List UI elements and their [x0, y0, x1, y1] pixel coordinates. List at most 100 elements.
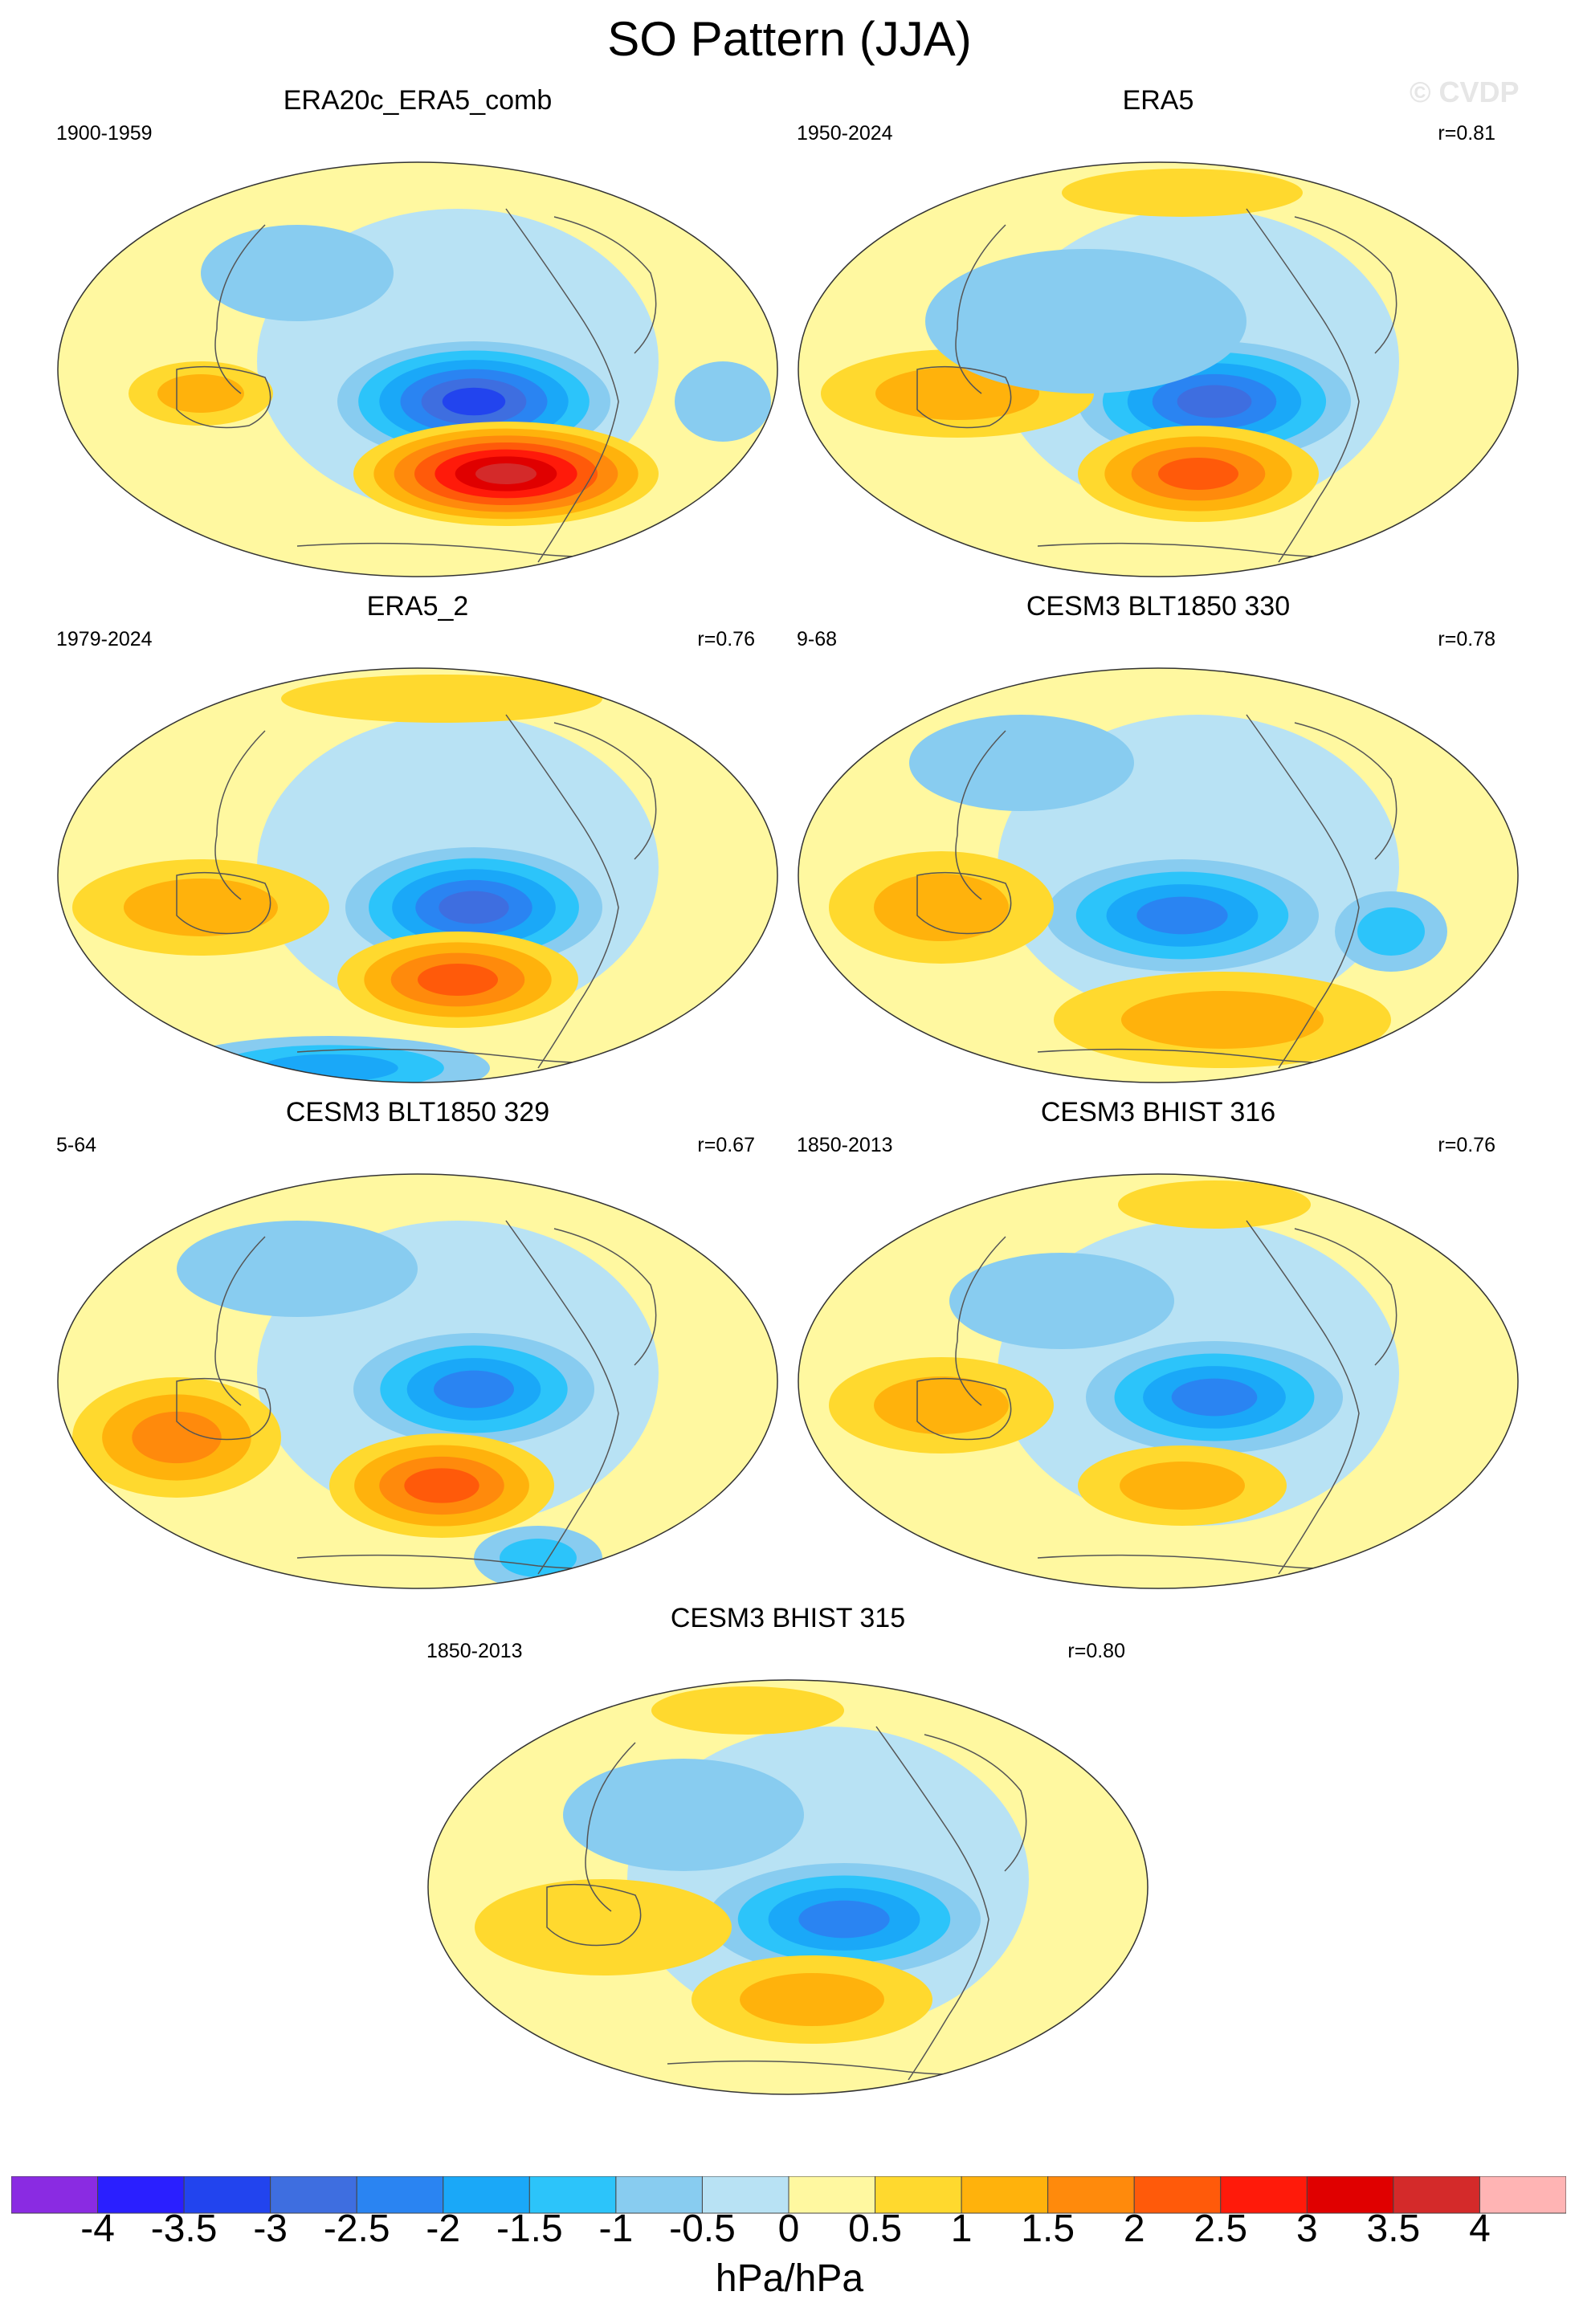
positive-anomaly-contour	[1118, 1180, 1311, 1229]
positive-anomaly-contour	[281, 675, 602, 723]
globe-outline	[57, 667, 778, 1083]
colorbar-swatch	[961, 2176, 1049, 2214]
panel-period: 1950-2024	[797, 122, 893, 145]
panel-period: 1850-2013	[426, 1640, 523, 1662]
positive-anomaly-contour	[1158, 458, 1238, 490]
positive-anomaly-contour	[1120, 1462, 1245, 1510]
positive-anomaly-contour	[874, 874, 1009, 941]
coastline	[1294, 216, 1397, 354]
map-panel: ERA5_2 1979-2024 r=0.76	[56, 591, 779, 1084]
coastline	[553, 722, 657, 860]
coastline	[1246, 1220, 1360, 1575]
coastline	[553, 216, 657, 354]
colorbar-tick-label: -2.5	[323, 2208, 390, 2250]
map-panel: CESM3 BLT1850 329 5-64 r=0.67	[56, 1097, 779, 1590]
coastline	[916, 1377, 1012, 1441]
colorbar	[11, 2176, 1566, 2214]
positive-anomaly-contour	[874, 1376, 1009, 1434]
globe-map	[798, 161, 1519, 577]
globe-outline	[57, 1173, 778, 1589]
panel-correlation: r=0.76	[1438, 1134, 1495, 1156]
globe-outline	[427, 1679, 1149, 2095]
panel-period: 9-68	[797, 628, 838, 650]
coastline	[916, 871, 1012, 935]
negative-anomaly-contour	[949, 1253, 1174, 1349]
coastline	[1246, 208, 1360, 563]
colorbar-swatch	[97, 2176, 185, 2214]
positive-anomaly-contour	[651, 1686, 844, 1735]
panel-correlation: r=0.76	[697, 628, 755, 650]
panel-period: 1850-2013	[797, 1134, 893, 1156]
coastline	[553, 1228, 657, 1366]
negative-anomaly-contour	[925, 249, 1246, 393]
positive-anomaly-contour	[157, 374, 244, 413]
panel-title: ERA5_2	[366, 591, 469, 622]
colorbar-tick-label: 1	[950, 2208, 973, 2250]
colorbar-tick-label: -3.5	[150, 2208, 218, 2250]
globe-map	[57, 161, 778, 577]
positive-anomaly-contour	[418, 964, 498, 996]
watermark: © CVDP	[1410, 75, 1520, 108]
negative-anomaly-contour	[1177, 385, 1252, 418]
positive-anomaly-contour	[1121, 991, 1324, 1049]
colorbar-swatch	[1479, 2176, 1566, 2214]
negative-anomaly-contour	[434, 1370, 514, 1409]
negative-anomaly-contour	[260, 1054, 398, 1082]
globe-map	[57, 1173, 778, 1589]
panel-correlation: r=0.80	[1067, 1640, 1125, 1662]
negative-anomaly-contour	[563, 1759, 804, 1871]
colorbar-swatch	[11, 2176, 99, 2214]
colorbar-tick-label: 0.5	[848, 2208, 902, 2250]
coastline	[214, 224, 266, 394]
coastline	[214, 730, 266, 900]
coastline	[505, 208, 619, 563]
positive-anomaly-contour	[404, 1468, 479, 1503]
panel-title: ERA5	[1122, 85, 1194, 116]
globe-outline	[798, 1173, 1519, 1589]
colorbar-tick-label: -3	[253, 2208, 288, 2250]
negative-anomaly-contour	[909, 715, 1134, 811]
panel-period: 5-64	[56, 1134, 97, 1156]
positive-anomaly-contour	[740, 1973, 884, 2026]
colorbar-tick-label: -1.5	[496, 2208, 563, 2250]
coastline	[585, 1742, 636, 1912]
coastline	[1294, 1228, 1397, 1366]
coastline	[1294, 722, 1397, 860]
coastline	[505, 714, 619, 1069]
panel-correlation: r=0.81	[1438, 122, 1495, 145]
map-panel: CESM3 BHIST 315 1850-2013 r=0.80	[426, 1603, 1149, 2096]
panel-correlation: r=0.67	[697, 1134, 755, 1156]
map-panel: ERA5 1950-2024 r=0.81	[797, 85, 1520, 578]
coastline	[955, 730, 1006, 900]
positive-anomaly-contour	[475, 463, 537, 484]
negative-anomaly-contour	[500, 1539, 577, 1577]
colorbar-swatch	[270, 2176, 357, 2214]
panel-title: CESM3 BLT1850 330	[1026, 591, 1291, 622]
globe-outline	[57, 161, 778, 577]
colorbar-tick-label: -4	[80, 2208, 115, 2250]
colorbar-swatch	[875, 2176, 962, 2214]
colorbar-swatch	[1220, 2176, 1308, 2214]
globe-map	[798, 1173, 1519, 1589]
colorbar-tick-label: 2.5	[1193, 2208, 1248, 2250]
coastline	[546, 1883, 642, 1947]
globe-map	[798, 667, 1519, 1083]
positive-anomaly-contour	[475, 1879, 732, 1975]
negative-anomaly-contour	[675, 361, 771, 442]
colorbar-swatch	[528, 2176, 617, 2214]
positive-anomaly-contour	[132, 1411, 222, 1464]
colorbar-units: hPa/hPa	[715, 2257, 864, 2300]
panel-title: CESM3 BHIST 315	[670, 1603, 906, 1633]
panel-correlation: r=0.78	[1438, 628, 1495, 650]
coastline	[1246, 714, 1360, 1069]
coastline	[176, 871, 271, 935]
colorbar-tick-label: -2	[426, 2208, 461, 2250]
negative-anomaly-contour	[201, 225, 394, 321]
colorbar-tick-label: -1	[598, 2208, 634, 2250]
coastline	[176, 365, 271, 429]
negative-anomaly-contour	[439, 891, 509, 924]
coastline	[924, 1734, 1027, 1872]
negative-anomaly-contour	[442, 387, 506, 416]
colorbar-swatch	[443, 2176, 530, 2214]
panel-period: 1900-1959	[56, 122, 153, 145]
